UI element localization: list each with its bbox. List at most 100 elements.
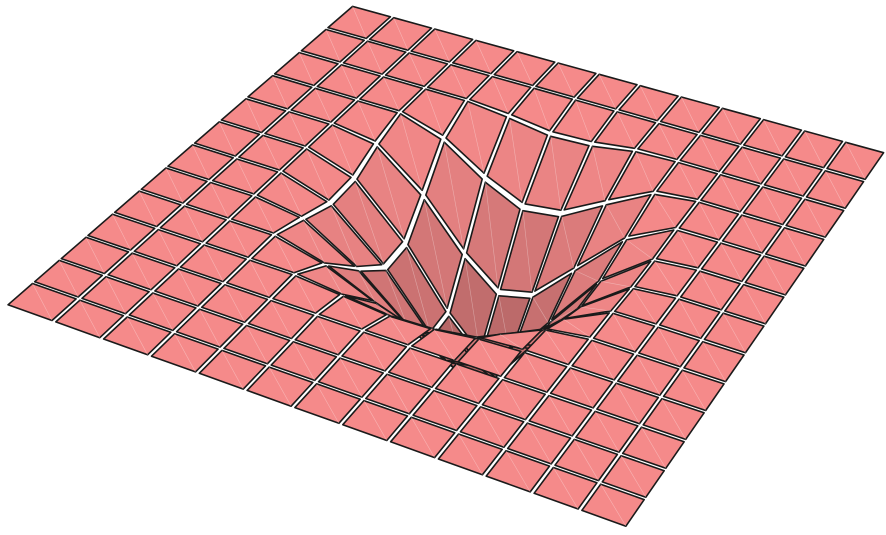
tile-mesh-line xyxy=(268,366,292,407)
tile-mesh-line xyxy=(443,142,464,249)
tile-mesh-line xyxy=(592,146,606,201)
tile xyxy=(764,227,825,267)
tile-mesh-line xyxy=(306,148,330,201)
tile xyxy=(133,228,202,267)
tile-mesh-line xyxy=(389,316,409,345)
tile xyxy=(154,268,222,307)
tile-mesh-line xyxy=(262,135,280,171)
tile xyxy=(546,312,611,338)
tile-mesh-line xyxy=(450,64,467,99)
tile-mesh-line xyxy=(722,313,746,353)
tile xyxy=(451,39,515,75)
tile-mesh-line xyxy=(620,455,647,498)
tile xyxy=(485,449,551,493)
tile xyxy=(763,158,823,197)
tile-mesh-line xyxy=(433,329,455,361)
tile xyxy=(593,111,657,150)
tile-mesh-line xyxy=(612,313,636,353)
tile-mesh-line xyxy=(203,244,224,282)
tile-mesh-line xyxy=(341,64,357,99)
tile-mesh-line xyxy=(295,275,316,314)
tile-mesh-line xyxy=(325,265,343,295)
tile-mesh-line xyxy=(406,247,431,333)
tile-mesh-line xyxy=(272,75,288,110)
tile-mesh-line xyxy=(678,299,702,339)
tile xyxy=(576,193,652,267)
tile xyxy=(503,351,568,393)
tile-mesh-line xyxy=(722,108,741,145)
tile-mesh-line xyxy=(700,135,720,172)
tile xyxy=(683,340,745,383)
tile xyxy=(247,74,313,110)
tile-mesh-line xyxy=(245,98,262,133)
tile-mesh-line xyxy=(480,406,505,448)
tile-mesh-line xyxy=(376,146,405,239)
tile-mesh-line xyxy=(762,186,783,225)
tile-mesh-line xyxy=(458,433,483,475)
tile-mesh-line xyxy=(199,309,221,348)
tile xyxy=(554,438,619,482)
tile-mesh-line xyxy=(331,124,354,176)
tile xyxy=(581,483,646,528)
tile xyxy=(167,144,234,181)
tile xyxy=(535,62,597,98)
tile xyxy=(193,121,261,157)
tile-mesh-line xyxy=(563,318,591,338)
tile xyxy=(81,275,150,315)
tile xyxy=(596,382,660,425)
tile-mesh-line xyxy=(699,271,722,310)
tile-mesh-line xyxy=(720,242,743,282)
tile xyxy=(613,287,677,325)
tile xyxy=(662,369,725,412)
tile xyxy=(525,329,590,366)
tile xyxy=(270,340,338,382)
tile xyxy=(571,339,635,381)
tile xyxy=(305,205,383,268)
tile-mesh-line xyxy=(633,288,657,325)
tile xyxy=(659,96,721,134)
tile-mesh-line xyxy=(456,363,479,404)
tile xyxy=(493,50,556,87)
tile-mesh-line xyxy=(661,398,686,440)
tile xyxy=(333,100,398,142)
tile xyxy=(721,214,782,254)
tile xyxy=(113,190,182,228)
tile-mesh-line xyxy=(249,260,270,298)
tile-mesh-line xyxy=(433,390,457,431)
tile xyxy=(102,316,172,356)
tile-mesh-line xyxy=(424,199,448,309)
tile xyxy=(364,315,432,346)
tile-mesh-line xyxy=(600,484,627,527)
tile xyxy=(327,265,405,323)
tile xyxy=(701,107,762,145)
tile-mesh-line xyxy=(218,121,236,157)
tile xyxy=(318,295,387,330)
tile xyxy=(575,410,639,453)
tile-mesh-line xyxy=(32,283,53,321)
tile-mesh-line xyxy=(467,101,485,174)
tile xyxy=(679,134,740,173)
tile xyxy=(378,113,442,192)
tile xyxy=(359,76,424,112)
tile-mesh-line xyxy=(270,300,292,339)
tile-mesh-line xyxy=(478,338,501,377)
tile-mesh-line xyxy=(639,85,658,121)
tile-mesh-line xyxy=(409,347,433,388)
tile xyxy=(159,205,227,243)
tile xyxy=(341,399,409,442)
tile-mesh-line xyxy=(636,355,661,396)
tile-mesh-line xyxy=(158,229,178,266)
tile xyxy=(510,87,574,132)
tile-mesh-line xyxy=(575,270,599,282)
tile xyxy=(618,84,679,122)
tile-mesh-line xyxy=(804,130,824,168)
tile-mesh-line xyxy=(343,296,363,330)
tile-mesh-line xyxy=(553,467,579,510)
tile xyxy=(601,454,666,499)
tile-mesh-line xyxy=(363,332,386,372)
tile xyxy=(389,416,456,459)
tile xyxy=(785,198,845,238)
tile xyxy=(179,244,247,283)
tile-mesh-line xyxy=(255,196,274,234)
tile-mesh-line xyxy=(549,307,578,323)
